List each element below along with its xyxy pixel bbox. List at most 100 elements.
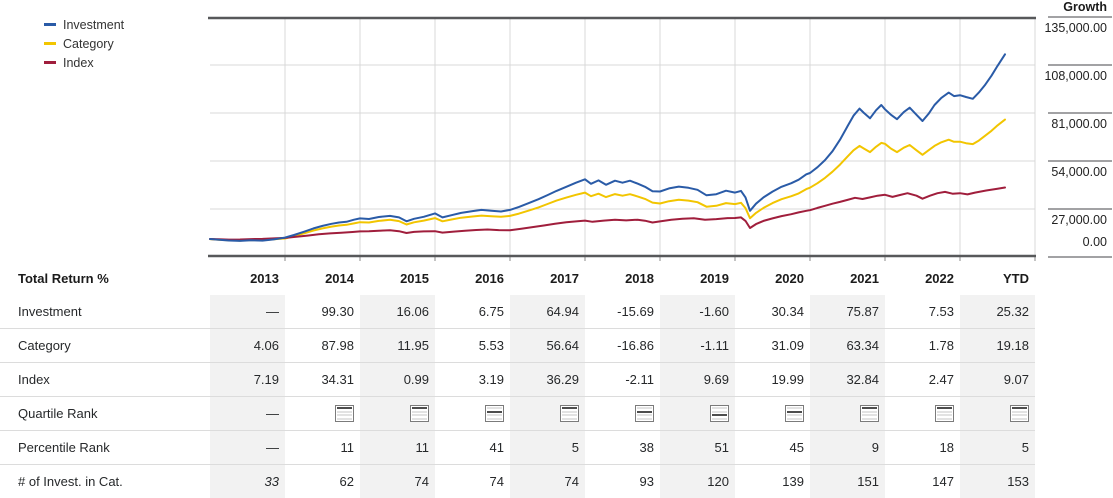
- year-header-2014: 2014: [325, 271, 354, 286]
- value-cell: 33: [210, 464, 285, 498]
- quartile-cell: [435, 396, 510, 431]
- value-cell: 34.31: [285, 362, 360, 397]
- value-cell: 5: [960, 430, 1035, 465]
- value-cell: 31.09: [735, 328, 810, 363]
- value-cell: 30.34: [771, 304, 804, 319]
- quartile-rank-icon-q1: [860, 405, 879, 423]
- legend-label: Investment: [63, 17, 125, 32]
- value-cell: 11.95: [360, 328, 435, 363]
- y-tick-label: 135,000.00: [1044, 21, 1107, 35]
- value-cell: 147: [885, 464, 960, 498]
- table-row-index: Index 7.19 34.31 0.99 3.19 36.29 -2.11 9.69 19.9…: [0, 362, 1113, 397]
- quartile-cell: [960, 396, 1035, 431]
- value-cell: 74: [435, 464, 510, 498]
- table-row-quartile-rank: Quartile Rank —: [0, 396, 1113, 431]
- value-cell: 2.47: [885, 362, 960, 397]
- value-cell: 7.19: [210, 362, 285, 397]
- value-cell: -16.86: [585, 328, 660, 363]
- quartile-rank-icon-q2: [485, 405, 504, 423]
- value-cell: 74: [360, 464, 435, 498]
- growth-axis: Growth 135,000.00 108,000.00 81,000.00 54,0…: [1044, 0, 1107, 249]
- quartile-cell: [660, 396, 735, 431]
- y-tick-label: 0.00: [1082, 235, 1107, 249]
- value-cell: 6.75: [478, 304, 504, 319]
- legend-dash-icon: [44, 23, 56, 26]
- quartile-rank-icon-q2: [635, 405, 654, 423]
- table-row-category: Category 4.06 87.98 11.95 5.53 56.64 -16.86 -1.…: [0, 328, 1113, 363]
- quartile-rank-icon-q1: [335, 405, 354, 423]
- legend-label: Category: [63, 36, 114, 51]
- year-header-2018: 2018: [625, 271, 654, 286]
- filler: [1035, 363, 1113, 397]
- filler: [1035, 431, 1113, 465]
- year-header-2021: 2021: [850, 271, 879, 286]
- value-cell: 11: [285, 430, 360, 465]
- value-cell: -15.69: [617, 304, 654, 319]
- value-cell: 19.99: [735, 362, 810, 397]
- value-cell: 41: [435, 430, 510, 465]
- year-header-2019: 2019: [700, 271, 729, 286]
- filler: [1035, 262, 1113, 295]
- series-line-investment: [209, 53, 1006, 242]
- value-cell: 64.94: [510, 295, 585, 329]
- quartile-rank-icon-q1: [935, 405, 954, 423]
- series-line-category: [209, 118, 1006, 242]
- value-cell: 75.87: [810, 295, 885, 329]
- quartile-rank-icon-q1: [410, 405, 429, 423]
- value-cell: 51: [660, 430, 735, 465]
- row-label: Quartile Rank: [0, 396, 210, 431]
- value-cell: 153: [960, 464, 1035, 498]
- value-cell: 19.18: [960, 328, 1035, 363]
- growth-axis-title: Growth: [1063, 0, 1107, 14]
- value-cell: 36.29: [510, 362, 585, 397]
- row-label: Investment: [18, 304, 82, 319]
- value-cell: 25.32: [960, 295, 1035, 329]
- legend-dash-icon: [44, 61, 56, 64]
- value-cell: 99.30: [321, 304, 354, 319]
- value-cell: 63.34: [810, 328, 885, 363]
- row-label: # of Invest. in Cat.: [0, 464, 210, 498]
- legend-item-investment[interactable]: Investment: [44, 15, 124, 34]
- year-header-2016: 2016: [475, 271, 504, 286]
- quartile-cell: [285, 396, 360, 431]
- value-cell: 56.64: [510, 328, 585, 363]
- year-header-2013: 2013: [250, 271, 279, 286]
- growth-plot: [208, 16, 1112, 261]
- quartile-cell: [735, 396, 810, 431]
- legend-label: Index: [63, 55, 94, 70]
- filler: [1035, 295, 1113, 329]
- value-cell: —: [210, 430, 285, 465]
- quartile-cell: [360, 396, 435, 431]
- table-header-row: Total Return % 2013 2014 2015 2016 2017 2018 2…: [0, 262, 1113, 295]
- quartile-rank-icon-q2: [785, 405, 804, 423]
- filler: [1035, 465, 1113, 498]
- year-header-2017: 2017: [550, 271, 579, 286]
- value-cell: 0.99: [360, 362, 435, 397]
- value-cell: 7.53: [928, 304, 954, 319]
- legend-item-category[interactable]: Category: [44, 34, 124, 53]
- year-header-2015: 2015: [400, 271, 429, 286]
- series-line-index: [209, 186, 1006, 241]
- filler: [1035, 397, 1113, 431]
- value-cell: 93: [585, 464, 660, 498]
- quartile-cell: [585, 396, 660, 431]
- value-cell: 3.19: [435, 362, 510, 397]
- legend-item-index[interactable]: Index: [44, 53, 124, 72]
- table-row-investment: Investment — 99.30 16.06 6.75 64.94 -15.69 -1.6…: [0, 295, 1113, 329]
- total-return-table: Total Return % 2013 2014 2015 2016 2017 2018 2…: [0, 262, 1113, 498]
- table-row-of-invest-in-cat: # of Invest. in Cat. 33 62 74 74 74 93 120 139 15…: [0, 464, 1113, 498]
- value-cell: 139: [735, 464, 810, 498]
- value-cell: -1.11: [660, 328, 735, 363]
- row-label: Index: [0, 362, 210, 397]
- value-cell: -1.60: [660, 295, 735, 329]
- table-row-percentile-rank: Percentile Rank —11 11 41 5 38 51 45 9 18 5: [0, 430, 1113, 465]
- value-cell: —: [210, 295, 285, 329]
- value-cell: 4.06: [210, 328, 285, 363]
- value-cell: 16.06: [360, 295, 435, 329]
- y-tick-label: 81,000.00: [1051, 117, 1107, 131]
- value-cell: 9.07: [960, 362, 1035, 397]
- quartile-rank-icon-q1: [1010, 405, 1029, 423]
- growth-chart: Investment Category Index Growth 135,000.0…: [44, 0, 1112, 261]
- y-tick-label: 54,000.00: [1051, 165, 1107, 179]
